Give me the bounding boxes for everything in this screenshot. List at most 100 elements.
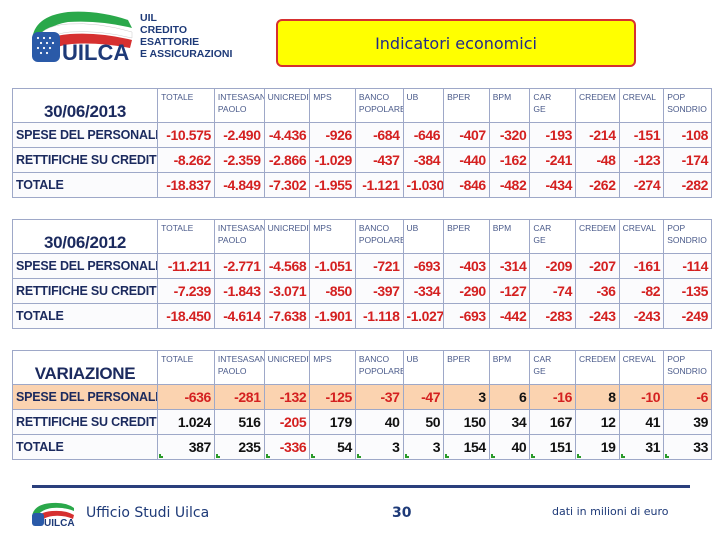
cell-marker-icon (404, 454, 409, 458)
column-header: TOTALE (157, 88, 215, 123)
table-cell: -440 (443, 147, 490, 173)
cell-value: -18.450 (166, 308, 211, 324)
column-header: TOTALE (157, 219, 215, 254)
column-header: CREVAL (618, 88, 665, 123)
cell-marker-icon (445, 454, 450, 458)
table-caption: 30/06/2013 (11, 88, 159, 123)
cell-value: -290 (459, 283, 486, 299)
cell-value: 8 (608, 389, 616, 405)
row-label: SPESE DEL PERSONALE (11, 253, 159, 279)
cell-value: -403 (459, 258, 486, 274)
table-cell: -437 (354, 147, 404, 173)
table-cell: 33 (663, 434, 712, 460)
table-cell: -397 (354, 278, 404, 304)
cell-value: -2.359 (223, 152, 261, 168)
table-cell: -108 (663, 122, 712, 148)
page-title: Indicatori economici (276, 19, 636, 67)
cell-value: -407 (459, 127, 486, 143)
table-cell: -6 (663, 384, 712, 410)
table-cell: -48 (574, 147, 620, 173)
cell-value: -7.239 (173, 283, 212, 299)
row-label: RETTIFICHE SU CREDITI (11, 278, 159, 304)
cell-value: -7.302 (268, 177, 307, 193)
table-row: SPESE DEL PERSONALE -11.211 -2.771 -4.568 -1… (11, 253, 712, 279)
table-cell: -4.568 (263, 253, 311, 279)
cell-value: -249 (681, 308, 709, 324)
cell-marker-icon (311, 454, 316, 458)
column-header: BANCO POPOLARE (354, 350, 404, 385)
logo-line: ESATTORIE (140, 36, 200, 48)
table-cell: 167 (529, 409, 576, 435)
cell-value: -636 (184, 389, 211, 405)
cell-value: -10 (641, 389, 661, 405)
cell-value: -274 (633, 177, 661, 193)
table-cell: 179 (309, 409, 356, 435)
table-cell: -7.302 (263, 172, 311, 198)
cell-value: -207 (589, 258, 616, 274)
table-cell: 1.024 (157, 409, 215, 435)
cell-value: -1.121 (362, 177, 400, 193)
logo-line: E ASSICURAZIONI (140, 48, 233, 60)
table-cell: -1.843 (213, 278, 265, 304)
table-cell: -2.359 (213, 147, 265, 173)
row-label: SPESE DEL PERSONALE (11, 384, 159, 410)
column-header: POP SONDRIO (663, 350, 712, 385)
cell-value: 235 (238, 439, 261, 455)
cell-value: -135 (681, 283, 709, 299)
cell-value: -74 (552, 283, 572, 299)
logo-line: CREDITO (140, 24, 188, 36)
cell-value: -320 (499, 127, 527, 143)
table-cell: -334 (402, 278, 445, 304)
cell-value: -721 (373, 258, 400, 274)
footer-note: dati in milioni di euro (552, 505, 669, 518)
table-cell: -721 (354, 253, 404, 279)
cell-value: -2.866 (268, 152, 307, 168)
table-cell: -74 (529, 278, 576, 304)
cell-value: -132 (279, 389, 307, 405)
column-header: INTESASAN PAOLO (213, 350, 265, 385)
table-cell: -10.575 (157, 122, 215, 148)
table-cell: -18.450 (157, 303, 215, 329)
column-header: POP SONDRIO (663, 88, 712, 123)
table-cell: -684 (354, 122, 404, 148)
cell-value: -125 (325, 389, 352, 405)
cell-value: -214 (589, 127, 616, 143)
table-cell: 31 (618, 434, 665, 460)
table-2013: 30/06/2013 TOTALE INTESASAN PAOLO UNICREDIT M… (11, 88, 712, 198)
cell-value: -1.843 (223, 283, 261, 299)
table-cell: -114 (663, 253, 712, 279)
table-cell: 150 (443, 409, 490, 435)
column-header: BPM (488, 350, 531, 385)
table-cell: -132 (263, 384, 311, 410)
table-cell: -1.901 (309, 303, 356, 329)
table-cell: -636 (157, 384, 215, 410)
table-cell: -125 (309, 384, 356, 410)
column-header: TOTALE (157, 350, 215, 385)
table-cell: -214 (574, 122, 620, 148)
cell-value: -16 (552, 389, 572, 405)
table-cell: -243 (618, 303, 665, 329)
table-cell: -262 (574, 172, 620, 198)
cell-value: 387 (188, 439, 212, 455)
table-cell: 516 (213, 409, 265, 435)
cell-value: -48 (596, 152, 616, 168)
cell-value: 41 (645, 414, 661, 430)
cell-value: 179 (329, 414, 353, 430)
cell-marker-icon (265, 454, 270, 458)
cell-value: -1.030 (406, 177, 444, 193)
cell-value: -646 (413, 127, 441, 143)
table-cell: -2.490 (213, 122, 265, 148)
table-cell: -320 (488, 122, 531, 148)
column-header: MPS (309, 219, 356, 254)
cell-value: -161 (633, 258, 661, 274)
table-row: RETTIFICHE SU CREDITI -7.239 -1.843 -3.071 -… (11, 278, 712, 304)
cell-marker-icon (665, 454, 670, 458)
column-header: POP SONDRIO (663, 219, 712, 254)
cell-value: -108 (681, 127, 709, 143)
table-cell: -336 (263, 434, 311, 460)
cell-value: 3 (432, 439, 441, 455)
table-row: TOTALE 387 235 -336 54 3 3 154 40 151 19 31 33 (11, 434, 712, 460)
table-variazione: VARIAZIONE TOTALE INTESASAN PAOLO UNICREDIT M… (11, 350, 712, 460)
cell-value: 3 (392, 439, 400, 455)
cell-value: -243 (633, 308, 661, 324)
